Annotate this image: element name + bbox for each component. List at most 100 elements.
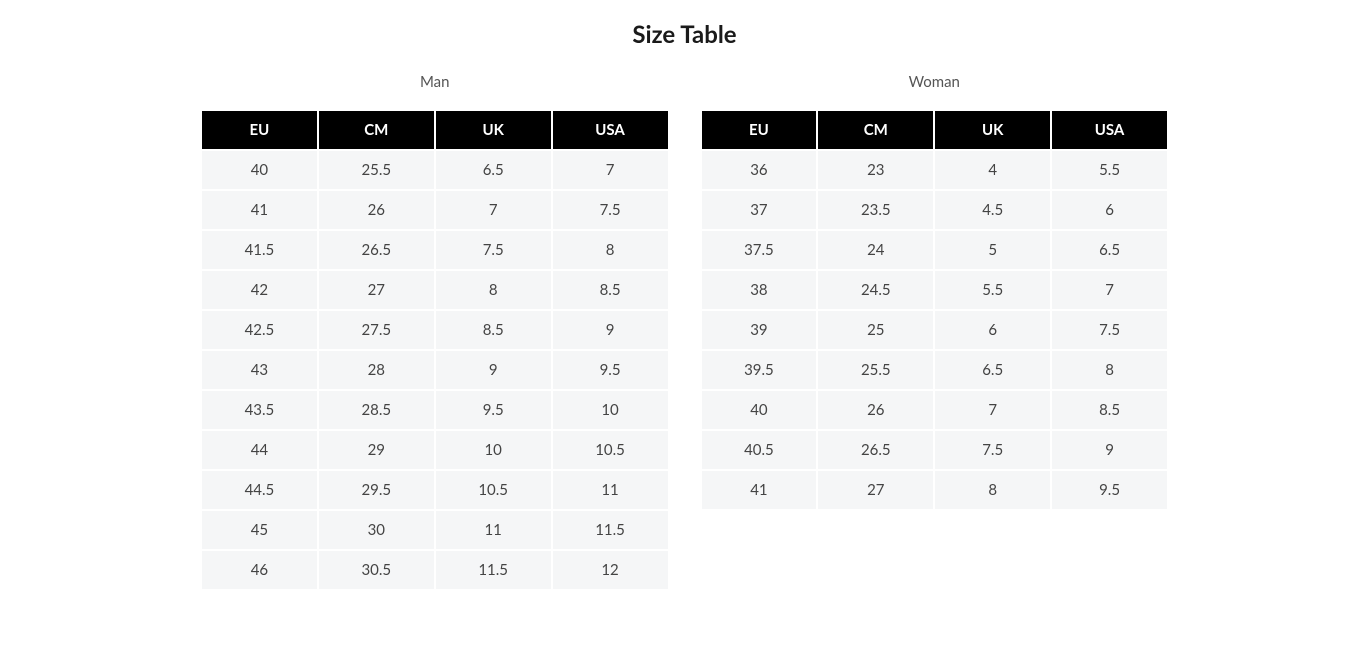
table-cell: 29.5	[319, 471, 434, 509]
table-cell: 7	[436, 191, 551, 229]
table-cell: 30	[319, 511, 434, 549]
tables-wrapper: Man EU CM UK USA 4025.56.57412677.541.52…	[0, 73, 1369, 591]
table-cell: 10	[553, 391, 668, 429]
table-cell: 43	[202, 351, 317, 389]
table-row: 37.52456.5	[702, 231, 1168, 269]
table-cell: 46	[202, 551, 317, 589]
table-row: 362345.5	[702, 151, 1168, 189]
table-row: 422788.5	[202, 271, 668, 309]
table-cell: 24.5	[818, 271, 933, 309]
table-header-cell: EU	[702, 111, 817, 149]
table-header-row: EU CM UK USA	[702, 111, 1168, 149]
table-row: 3824.55.57	[702, 271, 1168, 309]
woman-table-body: 362345.53723.54.5637.52456.53824.55.5739…	[702, 151, 1168, 509]
table-cell: 38	[702, 271, 817, 309]
page-title: Size Table	[0, 20, 1369, 49]
table-cell: 11	[553, 471, 668, 509]
table-cell: 40	[202, 151, 317, 189]
table-row: 42.527.58.59	[202, 311, 668, 349]
table-row: 40.526.57.59	[702, 431, 1168, 469]
table-header-cell: CM	[818, 111, 933, 149]
table-cell: 25.5	[319, 151, 434, 189]
table-cell: 9	[553, 311, 668, 349]
table-row: 412789.5	[702, 471, 1168, 509]
table-cell: 8	[436, 271, 551, 309]
table-header-cell: UK	[935, 111, 1050, 149]
table-cell: 27.5	[319, 311, 434, 349]
table-row: 432899.5	[202, 351, 668, 389]
man-table-label: Man	[200, 73, 670, 91]
table-cell: 28	[319, 351, 434, 389]
table-cell: 8.5	[553, 271, 668, 309]
table-cell: 10.5	[553, 431, 668, 469]
table-cell: 8.5	[436, 311, 551, 349]
table-cell: 25.5	[818, 351, 933, 389]
table-header-row: EU CM UK USA	[202, 111, 668, 149]
table-cell: 6.5	[1052, 231, 1167, 269]
table-cell: 7	[553, 151, 668, 189]
woman-table-label: Woman	[700, 73, 1170, 91]
table-cell: 39.5	[702, 351, 817, 389]
table-cell: 25	[818, 311, 933, 349]
table-cell: 27	[319, 271, 434, 309]
table-cell: 6.5	[436, 151, 551, 189]
table-cell: 43.5	[202, 391, 317, 429]
table-cell: 40	[702, 391, 817, 429]
table-cell: 7.5	[1052, 311, 1167, 349]
table-cell: 4.5	[935, 191, 1050, 229]
table-cell: 6.5	[935, 351, 1050, 389]
table-cell: 36	[702, 151, 817, 189]
table-cell: 9	[1052, 431, 1167, 469]
table-cell: 45	[202, 511, 317, 549]
table-header-cell: CM	[319, 111, 434, 149]
man-table-body: 4025.56.57412677.541.526.5 7.5 8422788.542…	[202, 151, 668, 589]
table-cell: 42	[202, 271, 317, 309]
woman-table-section: Woman EU CM UK USA 362345.53723.54.5637.…	[700, 73, 1170, 591]
table-cell: 8.5	[1052, 391, 1167, 429]
table-header-cell: USA	[1052, 111, 1167, 149]
table-cell: 5.5	[935, 271, 1050, 309]
table-cell: 26	[818, 391, 933, 429]
table-cell: 44.5	[202, 471, 317, 509]
table-cell: 40.5	[702, 431, 817, 469]
table-row: 3723.54.56	[702, 191, 1168, 229]
table-cell: 27	[818, 471, 933, 509]
table-cell: 9.5	[436, 391, 551, 429]
table-cell: 26.5	[319, 231, 434, 269]
table-cell: 9	[436, 351, 551, 389]
table-header-cell: EU	[202, 111, 317, 149]
table-cell: 8	[935, 471, 1050, 509]
table-row: 4025.56.57	[202, 151, 668, 189]
table-cell: 4	[935, 151, 1050, 189]
man-size-table: EU CM UK USA 4025.56.57412677.541.526.57…	[200, 109, 670, 591]
table-row: 44.529.510.511	[202, 471, 668, 509]
man-table-section: Man EU CM UK USA 4025.56.57412677.541.52…	[200, 73, 670, 591]
table-cell: 7.5	[935, 431, 1050, 469]
table-cell: 30.5	[319, 551, 434, 589]
table-cell: 41	[702, 471, 817, 509]
table-row: 412677.5	[202, 191, 668, 229]
table-cell: 7.5	[553, 191, 668, 229]
table-cell: 26.5	[818, 431, 933, 469]
table-row: 392567.5	[702, 311, 1168, 349]
table-cell: 24	[818, 231, 933, 269]
table-cell: 41	[202, 191, 317, 229]
table-cell: 26	[319, 191, 434, 229]
table-row: 402678.5	[702, 391, 1168, 429]
table-cell: 23	[818, 151, 933, 189]
table-cell: 12	[553, 551, 668, 589]
table-row: 44291010.5	[202, 431, 668, 469]
table-cell: 41.5	[202, 231, 317, 269]
table-cell: 11.5	[436, 551, 551, 589]
table-cell: 7	[935, 391, 1050, 429]
table-cell: 10	[436, 431, 551, 469]
table-cell: 37	[702, 191, 817, 229]
table-row: 39.525.56.58	[702, 351, 1168, 389]
table-cell: 9.5	[553, 351, 668, 389]
table-cell: 37.5	[702, 231, 817, 269]
table-cell: 9.5	[1052, 471, 1167, 509]
table-cell: 5	[935, 231, 1050, 269]
table-header-cell: USA	[553, 111, 668, 149]
table-cell: 6	[1052, 191, 1167, 229]
table-cell: 7	[1052, 271, 1167, 309]
